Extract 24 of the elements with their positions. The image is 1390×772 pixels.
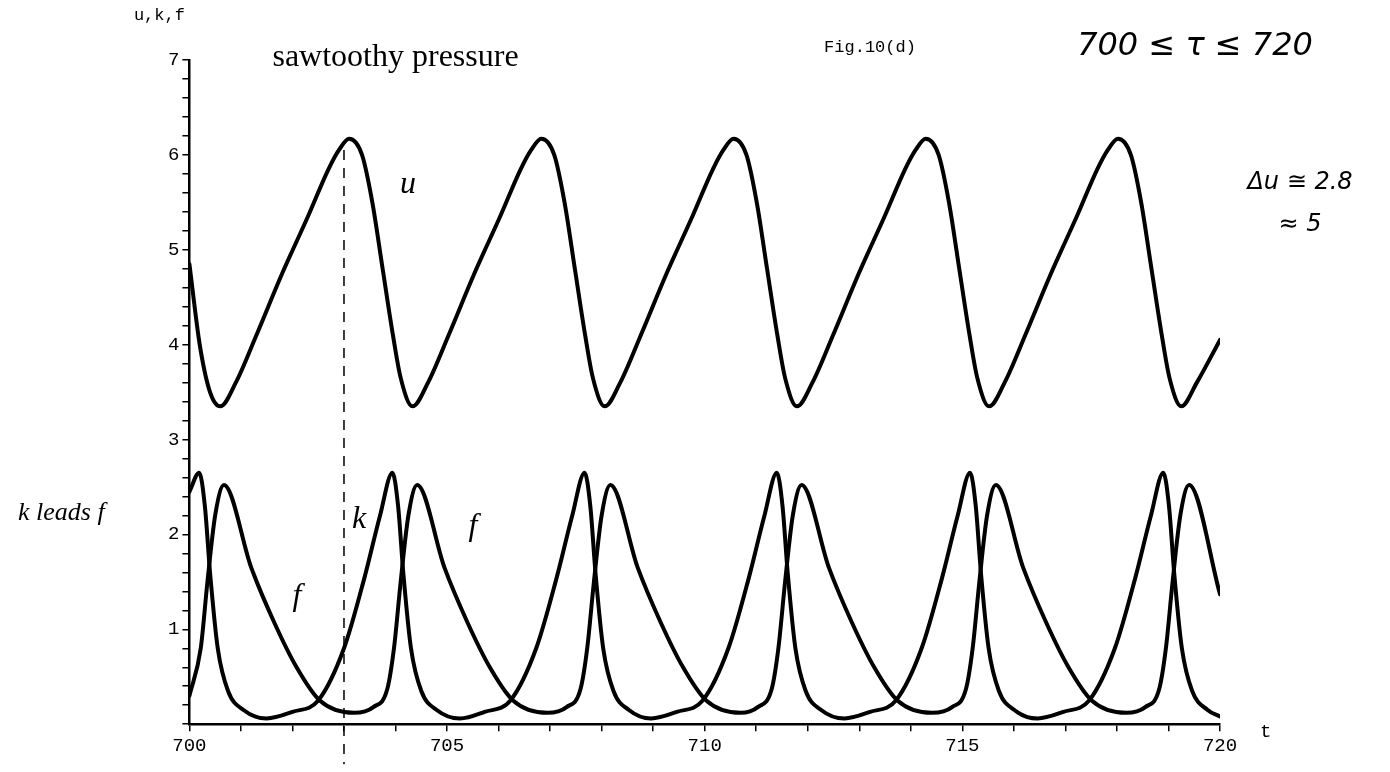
text: Δu ≅ 2.8: [1245, 167, 1353, 196]
y-tick-label: 5: [168, 238, 180, 261]
y-axis-title: u,k,f: [133, 5, 185, 25]
text: k leads f: [18, 496, 109, 526]
x-tick-label: 705: [429, 734, 465, 757]
text: ≈ 5: [1278, 209, 1322, 238]
x-tick-label: 700: [172, 734, 207, 757]
caption: Fig.10(d): [824, 37, 916, 57]
annotation: u: [400, 164, 416, 201]
chart-title: sawtoothy pressure: [272, 37, 519, 74]
y-tick-label: 3: [168, 428, 180, 451]
annotation: 700 ≤ τ ≤ 720: [1077, 25, 1313, 64]
x-tick-label: 720: [1202, 734, 1238, 757]
annotation: k: [351, 499, 367, 536]
annotation: f: [468, 506, 482, 543]
y-tick-label: 6: [168, 143, 180, 166]
x-axis-title: t: [1260, 721, 1272, 744]
y-tick-label: 4: [168, 333, 180, 356]
y-tick-label: 1: [168, 618, 180, 641]
x-tick-label: 710: [687, 734, 722, 757]
y-tick-label: 2: [168, 523, 180, 546]
annotation: f: [292, 576, 306, 613]
x-tick-label: 715: [945, 734, 980, 757]
y-tick-label: 7: [168, 49, 180, 72]
